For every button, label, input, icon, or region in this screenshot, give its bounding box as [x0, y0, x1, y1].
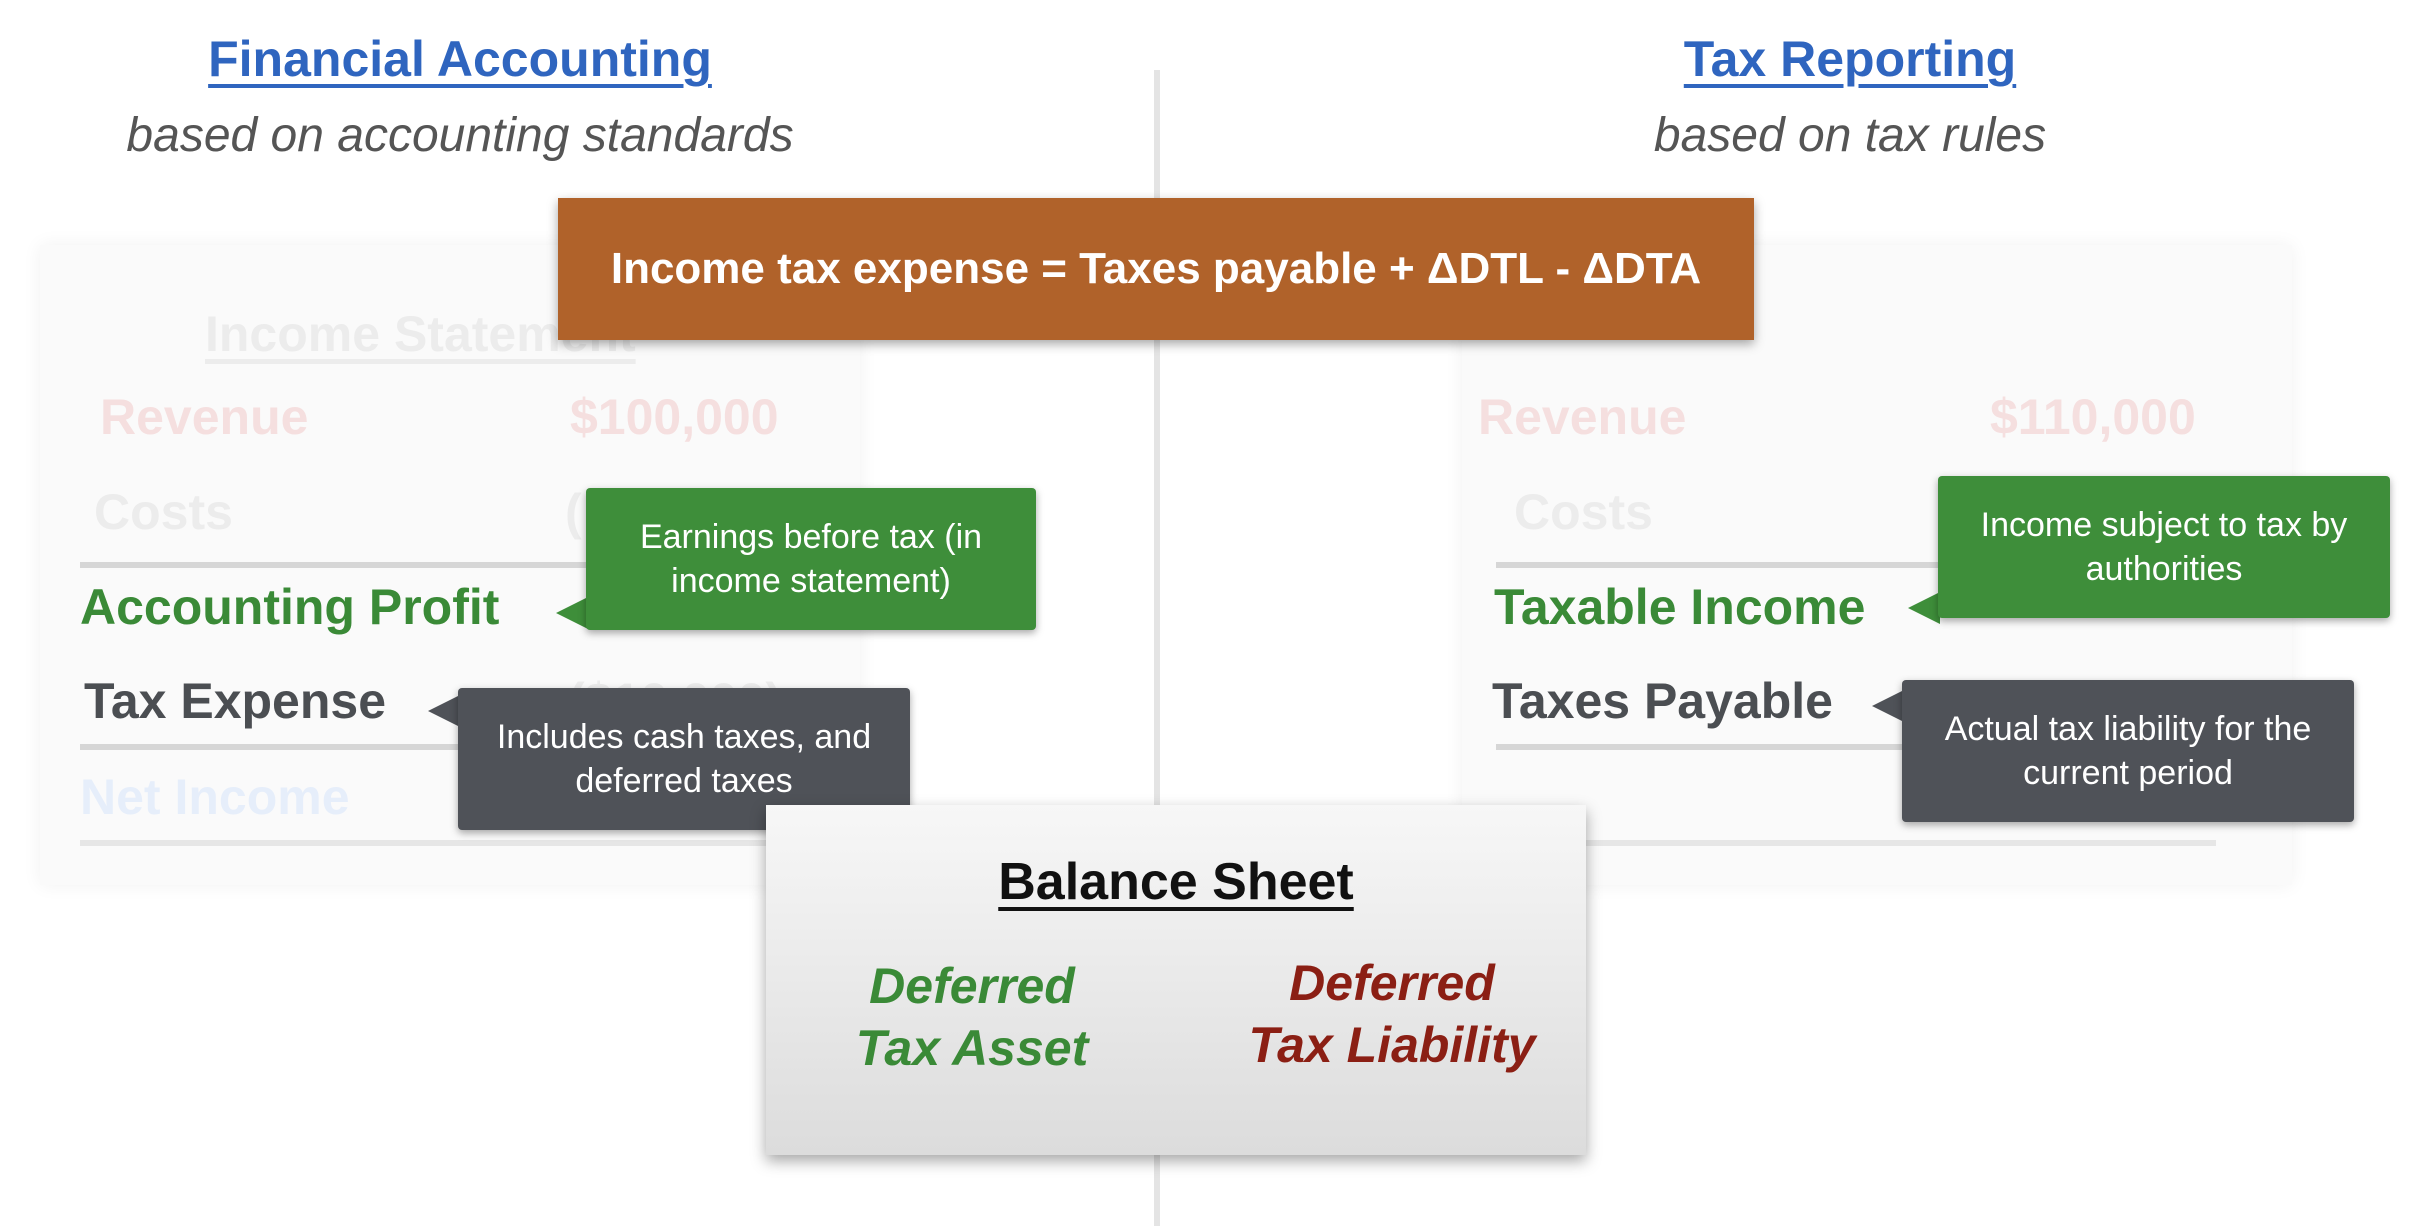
tax-reporting-subtitle: based on tax rules — [1653, 109, 2047, 162]
taxable-income-label: Taxable Income — [1494, 579, 1866, 635]
income-tax-expense-formula: Income tax expense = Taxes payable + ΔDT… — [558, 198, 1754, 340]
deferred-tax-liability-line2: Tax Liability — [1248, 1017, 1536, 1073]
ts-rule-1 — [1496, 562, 2226, 568]
accounting-profit-label: Accounting Profit — [80, 579, 500, 635]
balance-sheet-title: Balance Sheet — [998, 853, 1354, 911]
is-costs-label: Costs — [94, 484, 233, 540]
tax-reporting-title: Tax Reporting — [1683, 31, 2017, 87]
deferred-tax-asset: Deferred Tax Asset — [822, 955, 1122, 1079]
financial-accounting-subtitle: based on accounting standards — [126, 109, 794, 162]
ts-rule-3 — [1496, 840, 2216, 846]
deferred-tax-liability: Deferred Tax Liability — [1222, 952, 1562, 1076]
callout-taxes-payable: Actual tax liability for the current per… — [1902, 680, 2354, 822]
ts-revenue-value: $110,000 — [1990, 389, 2196, 445]
balance-sheet-box — [766, 805, 1586, 1155]
ts-rule-2 — [1496, 744, 2226, 750]
ts-revenue-label: Revenue — [1478, 389, 1687, 445]
callout-taxable-income: Income subject to tax by authorities — [1938, 476, 2390, 618]
financial-accounting-title: Financial Accounting — [208, 31, 712, 87]
center-divider — [1154, 70, 1160, 1226]
is-rule-3 — [80, 840, 840, 846]
callout-arrow-accounting-profit — [556, 597, 588, 629]
net-income-label: Net Income — [80, 769, 350, 825]
deferred-tax-asset-line2: Tax Asset — [855, 1020, 1089, 1076]
ts-costs-label: Costs — [1514, 484, 1653, 540]
callout-arrow-taxes-payable — [1872, 690, 1904, 722]
is-rule-1 — [80, 562, 840, 568]
tax-expense-label: Tax Expense — [84, 673, 387, 729]
is-revenue-value: $100,000 — [570, 389, 779, 445]
callout-arrow-tax-expense — [428, 695, 460, 727]
callout-accounting-profit: Earnings before tax (in income statement… — [586, 488, 1036, 630]
taxes-payable-label: Taxes Payable — [1492, 673, 1833, 729]
deferred-tax-liability-line1: Deferred — [1289, 955, 1495, 1011]
callout-arrow-taxable-income — [1908, 592, 1940, 624]
is-costs-value: ( — [565, 484, 582, 540]
is-revenue-label: Revenue — [100, 389, 309, 445]
deferred-tax-asset-line1: Deferred — [869, 958, 1075, 1014]
